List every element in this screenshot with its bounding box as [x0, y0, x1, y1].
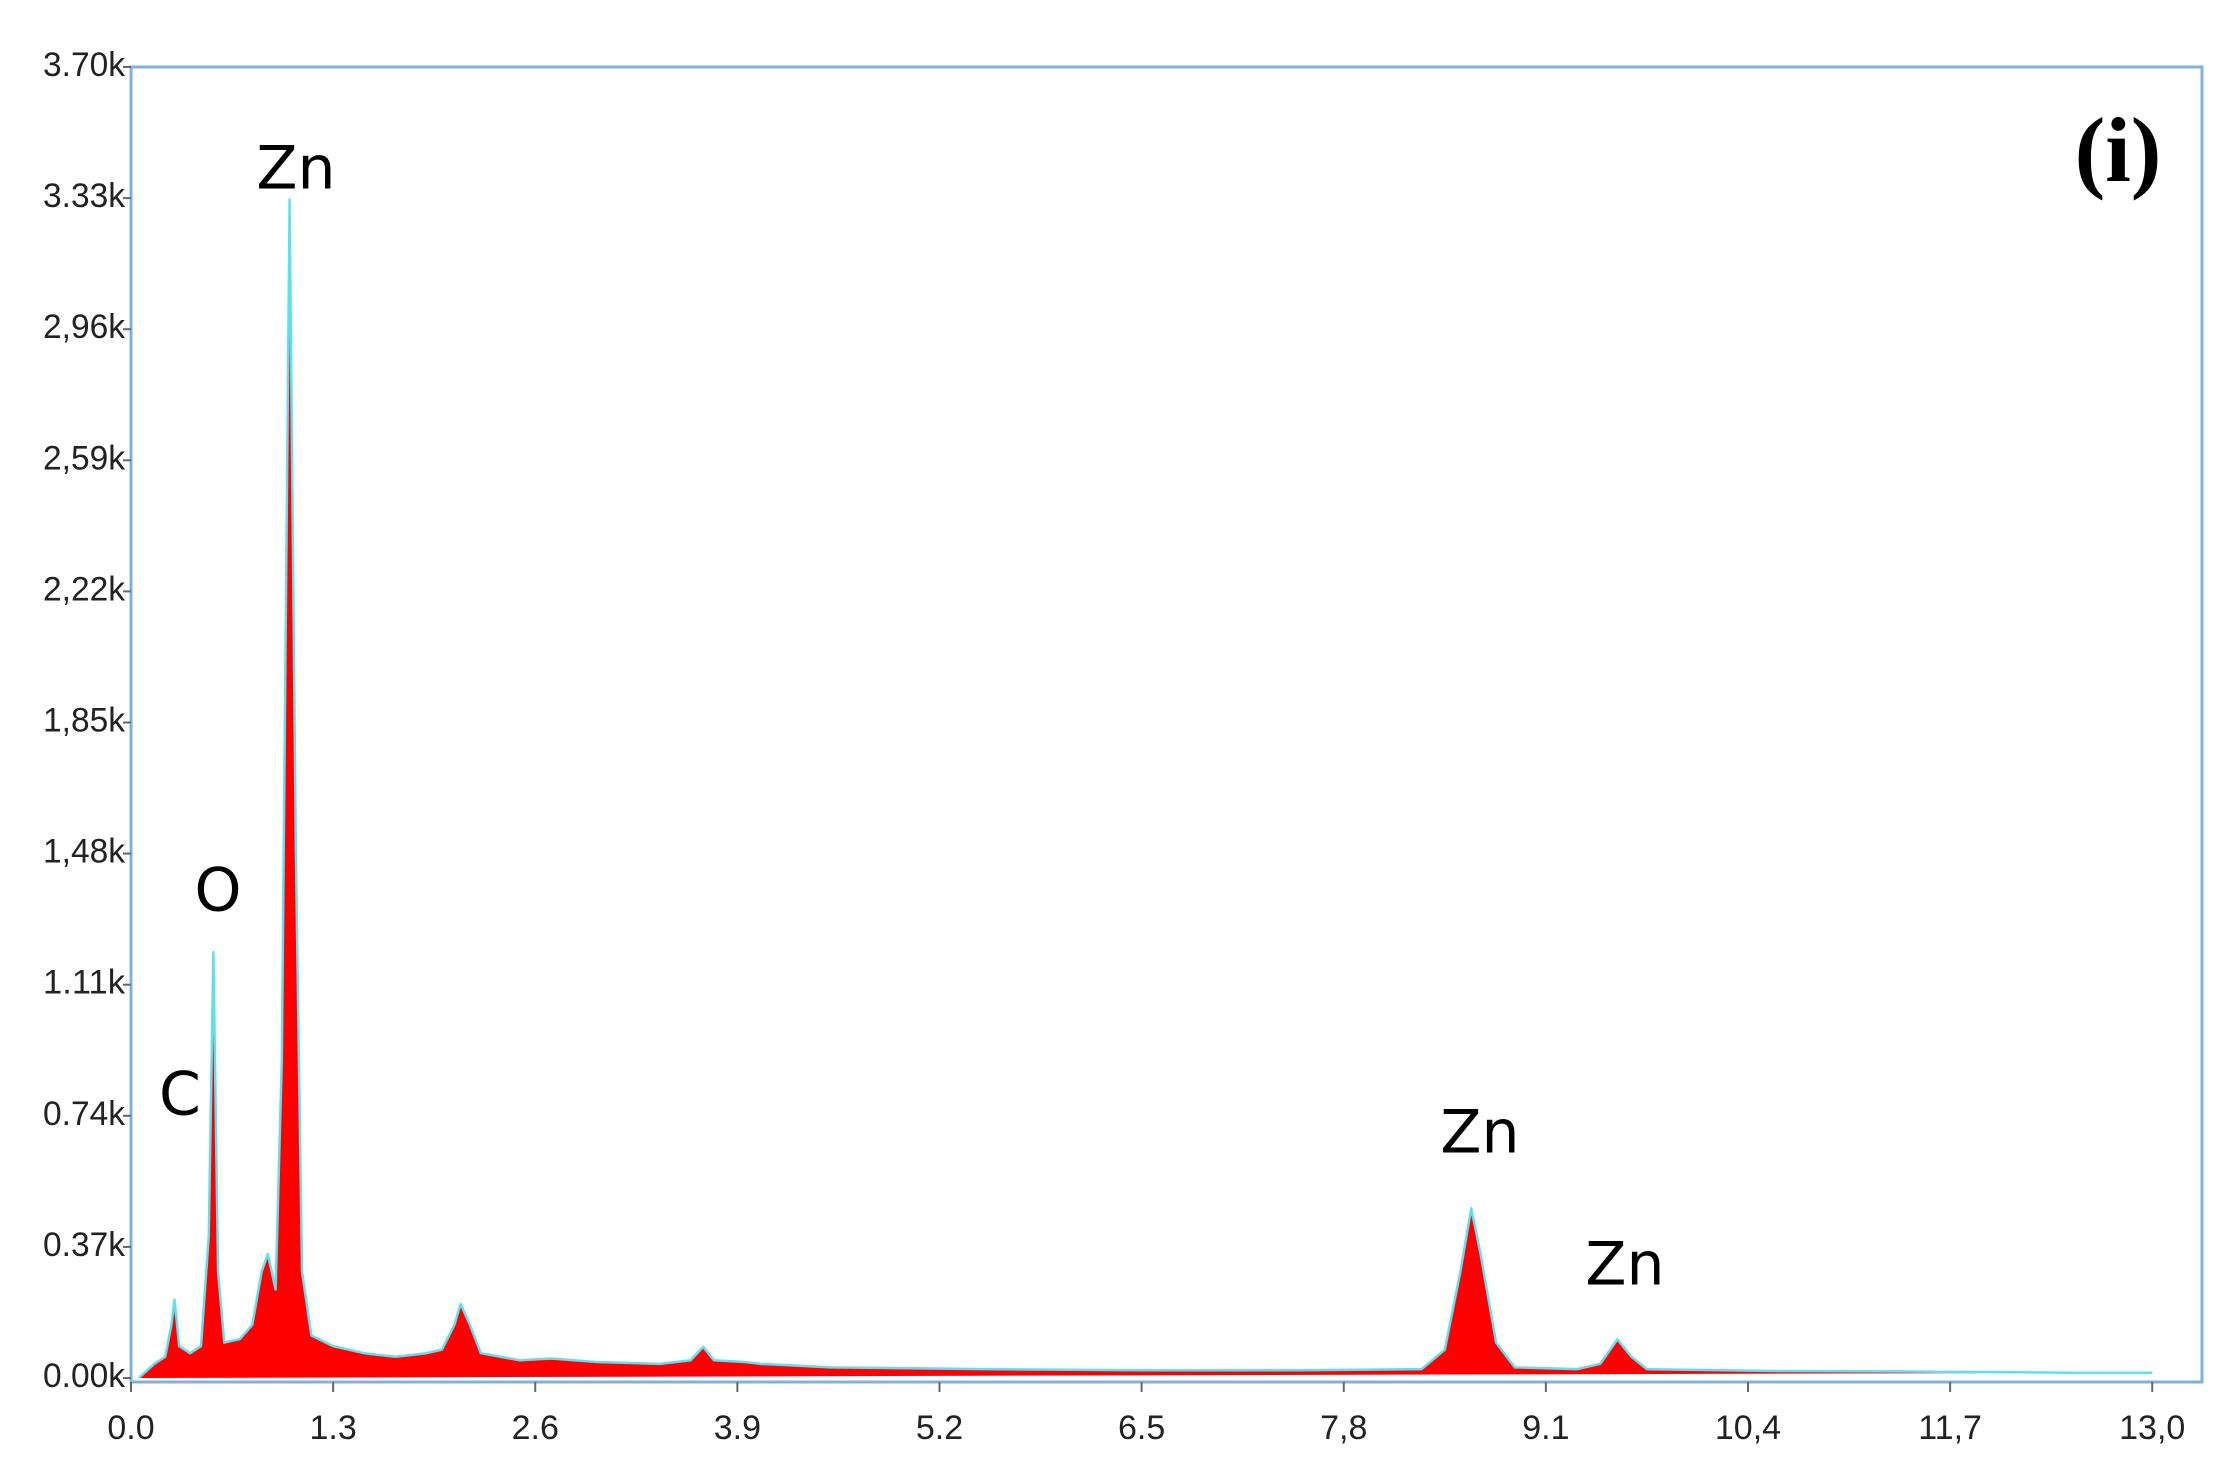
x-tick-label: 10,4	[1715, 1409, 1781, 1447]
panel-label: (i)	[2075, 99, 2162, 201]
y-tick-label: 2,22k	[43, 570, 126, 608]
peak-label: C	[159, 1060, 201, 1130]
x-tick-label: 3.9	[714, 1409, 761, 1447]
x-tick-label: 11,7	[1918, 1409, 1982, 1447]
x-tick-label: 0.0	[107, 1409, 154, 1447]
x-tick-label: 6.5	[1118, 1409, 1165, 1447]
spectrum-area	[137, 198, 2153, 1379]
peak-label: Zn	[1440, 1098, 1519, 1168]
peak-label: Zn	[256, 134, 335, 204]
y-tick-label: 1.11k	[43, 964, 126, 1002]
plot-frame	[129, 65, 2204, 1384]
y-tick-label: 3.70k	[43, 46, 126, 84]
x-tick-label: 1.3	[309, 1409, 356, 1447]
y-tick-label: 1,85k	[43, 701, 126, 739]
y-tick-label: 3.33k	[43, 177, 126, 215]
x-tick-label: 2.6	[512, 1409, 559, 1447]
y-tick-label: 1,48k	[43, 833, 126, 871]
x-tick-label: 9.1	[1522, 1409, 1569, 1447]
x-tick-label: 5.2	[916, 1409, 963, 1447]
y-tick-label: 0.74k	[43, 1095, 126, 1133]
y-tick-label: 2,59k	[43, 439, 126, 477]
y-tick-label: 2,96k	[43, 308, 126, 346]
x-tick-label: 7,8	[1320, 1409, 1367, 1447]
y-tick-label: 0.00k	[43, 1357, 126, 1395]
peak-label: Zn	[1585, 1230, 1664, 1300]
y-tick-label: 0.37k	[43, 1226, 126, 1264]
peak-label: O	[194, 856, 241, 926]
x-tick-label: 13,0	[2119, 1409, 2185, 1447]
